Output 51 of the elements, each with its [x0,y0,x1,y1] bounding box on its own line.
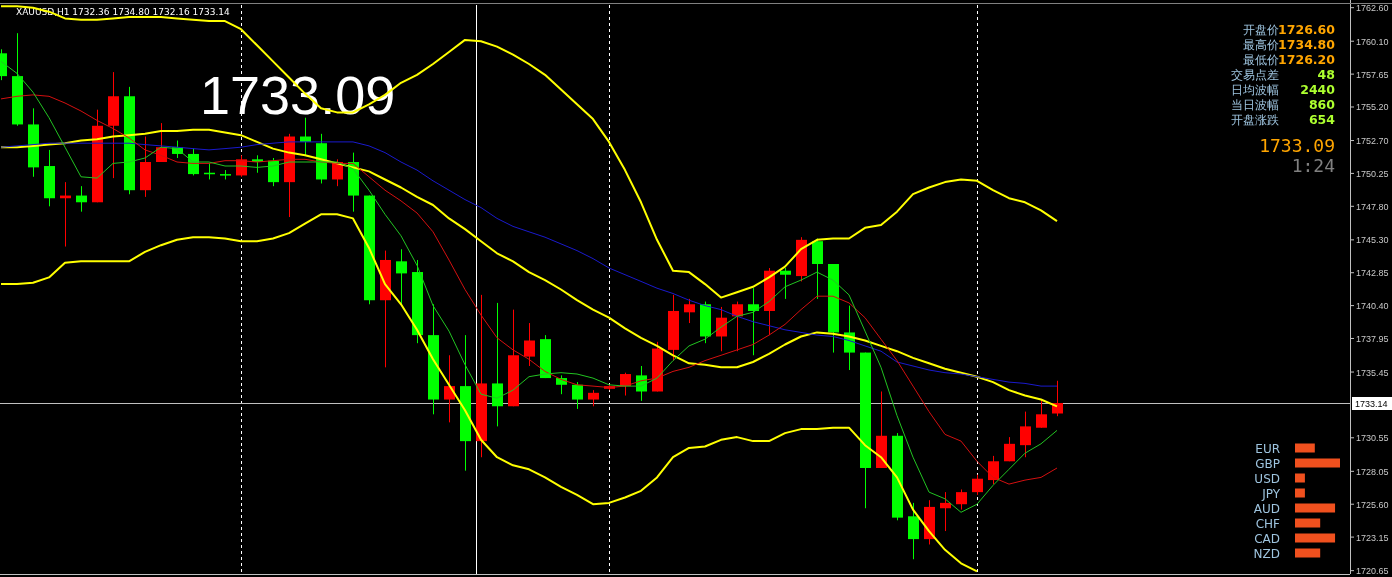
text: 交易点差 [1231,68,1279,82]
y-tick-label: 1723.15 [1356,532,1389,543]
text: 日均波幅 [1231,83,1279,97]
ref-line-label: 1733.14 [1355,399,1388,409]
bar [1295,458,1340,468]
y-tick-label: 1720.65 [1356,566,1389,577]
text: 当日波幅 [1231,98,1279,112]
y-tick-label: 1740.40 [1356,301,1389,312]
y-tick-label: GBP [1255,456,1280,471]
bar [1295,503,1336,513]
bar [1295,533,1336,543]
text: 654 [1308,112,1335,127]
text: 2440 [1300,82,1335,97]
y-tick-label: 1737.95 [1356,333,1389,344]
price-label: 1733.14 [1352,397,1392,410]
y-tick-label: CHF [1255,516,1281,531]
text: 1734.80 [1278,37,1335,52]
y-tick-label: 1745.30 [1356,235,1389,246]
y-tick-label: 1730.55 [1356,433,1389,444]
text: 1726.20 [1278,52,1335,67]
y-tick-label: USD [1254,471,1280,486]
y-tick-label: 1760.10 [1356,36,1389,47]
y-tick-label: 1755.20 [1356,102,1389,113]
text: 开盘价 [1243,23,1279,37]
bar [1295,548,1321,558]
text: 860 [1308,97,1335,112]
text: 1726.60 [1278,22,1335,37]
text: 开盘涨跌 [1231,113,1279,127]
text: 1:24 [1291,155,1335,176]
bar [1295,443,1315,453]
y-tick-label: AUD [1253,501,1280,516]
y-tick-label: 1735.45 [1356,367,1389,378]
text: 48 [1317,67,1335,82]
text: 最高价 [1243,38,1279,52]
y-tick-label: NZD [1253,546,1280,561]
y-tick-label: 1747.80 [1356,201,1389,212]
y-tick-label: 1757.65 [1356,69,1389,80]
y-tick-label: 1725.60 [1356,499,1389,510]
bar [1295,518,1321,528]
y-tick-label: 1752.70 [1356,136,1389,147]
y-tick-label: 1742.85 [1356,268,1389,279]
bar [1295,488,1305,498]
y-tick-label: 1750.25 [1356,168,1389,179]
y-tick-label: 1762.60 [1356,3,1389,14]
y-tick-label: JPY [1261,486,1281,501]
y-tick-label: 1728.05 [1356,466,1389,477]
text: 1733.09 [1259,135,1335,156]
bar [1295,473,1305,483]
y-tick-label: EUR [1255,441,1280,456]
text: 最低价 [1243,53,1279,67]
y-tick-label: CAD [1254,531,1280,546]
